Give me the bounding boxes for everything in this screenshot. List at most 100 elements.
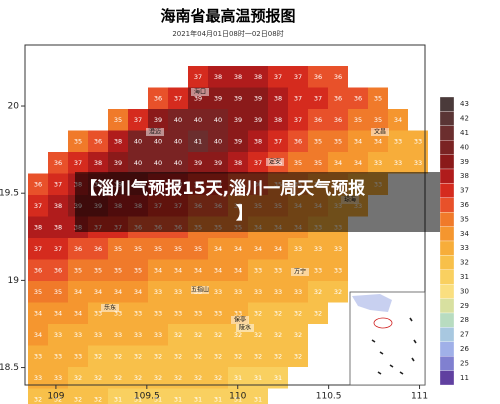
temp-cell [148, 302, 168, 324]
temp-cell [148, 87, 168, 109]
temp-cell [208, 130, 228, 152]
temp-value: 33 [54, 331, 62, 339]
temp-cell [28, 388, 48, 404]
temp-value: 39 [234, 116, 242, 124]
temp-cell [128, 109, 148, 131]
city-labels: 海口文昌澄迈定安琼海万宁五指山保亭陵水乐东 [101, 88, 389, 332]
temp-cell [368, 152, 388, 174]
temp-value: 32 [254, 352, 262, 360]
temp-value: 35 [294, 159, 302, 167]
temp-cell [148, 281, 168, 303]
temp-value: 32 [274, 331, 282, 339]
temp-value: 33 [214, 309, 222, 317]
inset-hainan [373, 317, 393, 329]
temp-value: 36 [154, 94, 162, 102]
inset-map [349, 291, 426, 386]
temp-value: 34 [94, 288, 102, 296]
temp-value: 33 [174, 309, 182, 317]
colorbar-label: 42 [460, 115, 469, 123]
colorbar-swatch [439, 356, 455, 371]
city-box [291, 268, 309, 276]
colorbar-label: 34 [460, 230, 469, 238]
colorbar-label: 39 [460, 158, 469, 166]
colorbar: 43 42 41 40 39 38 37 36 35 34 33 32 31 30 29 28 27 26 25 11 [439, 96, 469, 386]
temp-cell [268, 87, 288, 109]
temp-value: 32 [94, 374, 102, 382]
temp-value: 35 [114, 116, 122, 124]
temp-cell [328, 259, 348, 281]
city-label: 陵水 [239, 324, 251, 332]
colorbar-swatch [439, 341, 455, 357]
lon-tick-label: 111 [411, 392, 428, 402]
temp-cell [248, 87, 268, 109]
colorbar-swatch [439, 269, 455, 285]
temp-value: 31 [254, 374, 262, 382]
temp-cell [288, 130, 308, 152]
temp-cell [228, 259, 248, 281]
temp-cell [28, 324, 48, 346]
temp-value: 34 [74, 288, 82, 296]
temp-cell [128, 259, 148, 281]
temp-value: 32 [294, 331, 302, 339]
lat-tick-label: 18.5 [0, 363, 19, 373]
temp-cell [68, 388, 88, 404]
temp-cell [188, 109, 208, 131]
colorbar-swatch [439, 183, 455, 198]
temp-value: 31 [134, 395, 142, 403]
temp-value: 33 [394, 159, 402, 167]
temp-value: 33 [74, 352, 82, 360]
city-label: 保亭 [234, 316, 246, 324]
temp-value: 32 [94, 395, 102, 403]
temp-cell [268, 324, 288, 346]
temp-value: 31 [254, 395, 262, 403]
temp-cell [288, 109, 308, 131]
temp-cell [208, 87, 228, 109]
temp-value: 33 [274, 288, 282, 296]
temp-cell [128, 367, 148, 389]
temp-value: 32 [214, 331, 222, 339]
temp-cell [88, 130, 108, 152]
temp-value: 32 [234, 331, 242, 339]
temp-cell [188, 152, 208, 174]
temp-cell [168, 238, 188, 260]
temp-value: 37 [294, 73, 302, 81]
temp-cell [388, 130, 408, 152]
temp-cell [268, 130, 288, 152]
temp-value: 40 [174, 137, 182, 145]
temp-value: 32 [334, 288, 342, 296]
temp-value: 32 [114, 352, 122, 360]
temp-cell [48, 195, 68, 217]
temp-value: 38 [234, 159, 242, 167]
temp-cell [28, 302, 48, 324]
temp-value: 40 [174, 159, 182, 167]
temp-value: 34 [354, 159, 362, 167]
temp-cell [168, 152, 188, 174]
temp-value: 41 [194, 137, 202, 145]
temp-value: 33 [54, 352, 62, 360]
temp-cell [108, 238, 128, 260]
temp-cell [48, 281, 68, 303]
temp-cell [248, 302, 268, 324]
temp-cell [208, 302, 228, 324]
colorbar-swatch [439, 312, 455, 328]
temp-cell [28, 281, 48, 303]
temp-cell [308, 87, 328, 109]
temp-value: 32 [94, 352, 102, 360]
temp-value: 37 [274, 73, 282, 81]
temp-cell [228, 238, 248, 260]
temp-cell [68, 367, 88, 389]
temp-cell [88, 238, 108, 260]
temp-cell [328, 152, 348, 174]
temp-cell [228, 66, 248, 88]
temp-value: 32 [214, 352, 222, 360]
temp-cell [188, 324, 208, 346]
temp-cell [248, 152, 268, 174]
temp-value: 33 [314, 266, 322, 274]
temp-cell [288, 302, 308, 324]
colorbar-label: 27 [460, 331, 469, 339]
temp-cell [188, 367, 208, 389]
temp-value: 32 [194, 331, 202, 339]
temp-value: 36 [314, 73, 322, 81]
temp-value: 37 [74, 159, 82, 167]
temp-cell [308, 238, 328, 260]
